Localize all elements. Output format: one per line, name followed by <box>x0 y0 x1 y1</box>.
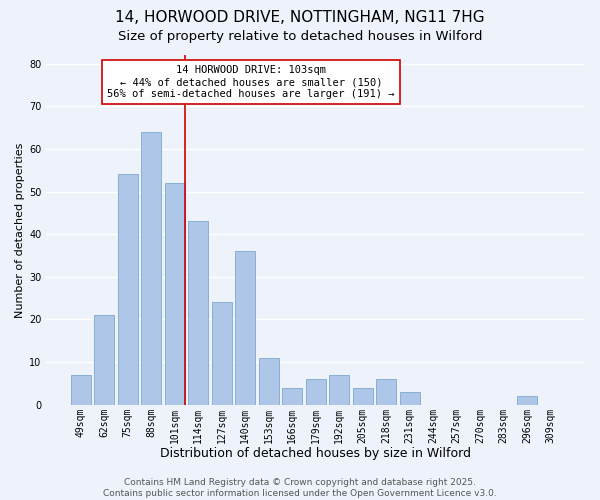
Bar <box>188 222 208 405</box>
Y-axis label: Number of detached properties: Number of detached properties <box>15 142 25 318</box>
Text: Size of property relative to detached houses in Wilford: Size of property relative to detached ho… <box>118 30 482 43</box>
Bar <box>235 251 255 405</box>
Bar <box>517 396 537 405</box>
Bar <box>376 379 396 405</box>
Text: 14 HORWOOD DRIVE: 103sqm
← 44% of detached houses are smaller (150)
56% of semi-: 14 HORWOOD DRIVE: 103sqm ← 44% of detach… <box>107 66 395 98</box>
Bar <box>400 392 419 405</box>
Bar <box>142 132 161 405</box>
Bar <box>353 388 373 405</box>
Bar <box>94 315 115 405</box>
Text: Contains HM Land Registry data © Crown copyright and database right 2025.
Contai: Contains HM Land Registry data © Crown c… <box>103 478 497 498</box>
Bar <box>329 375 349 405</box>
Bar <box>71 375 91 405</box>
Bar <box>165 183 185 405</box>
Bar <box>306 379 326 405</box>
Bar <box>282 388 302 405</box>
X-axis label: Distribution of detached houses by size in Wilford: Distribution of detached houses by size … <box>160 447 471 460</box>
Text: 14, HORWOOD DRIVE, NOTTINGHAM, NG11 7HG: 14, HORWOOD DRIVE, NOTTINGHAM, NG11 7HG <box>115 10 485 25</box>
Bar <box>118 174 138 405</box>
Bar <box>259 358 279 405</box>
Bar <box>212 302 232 405</box>
